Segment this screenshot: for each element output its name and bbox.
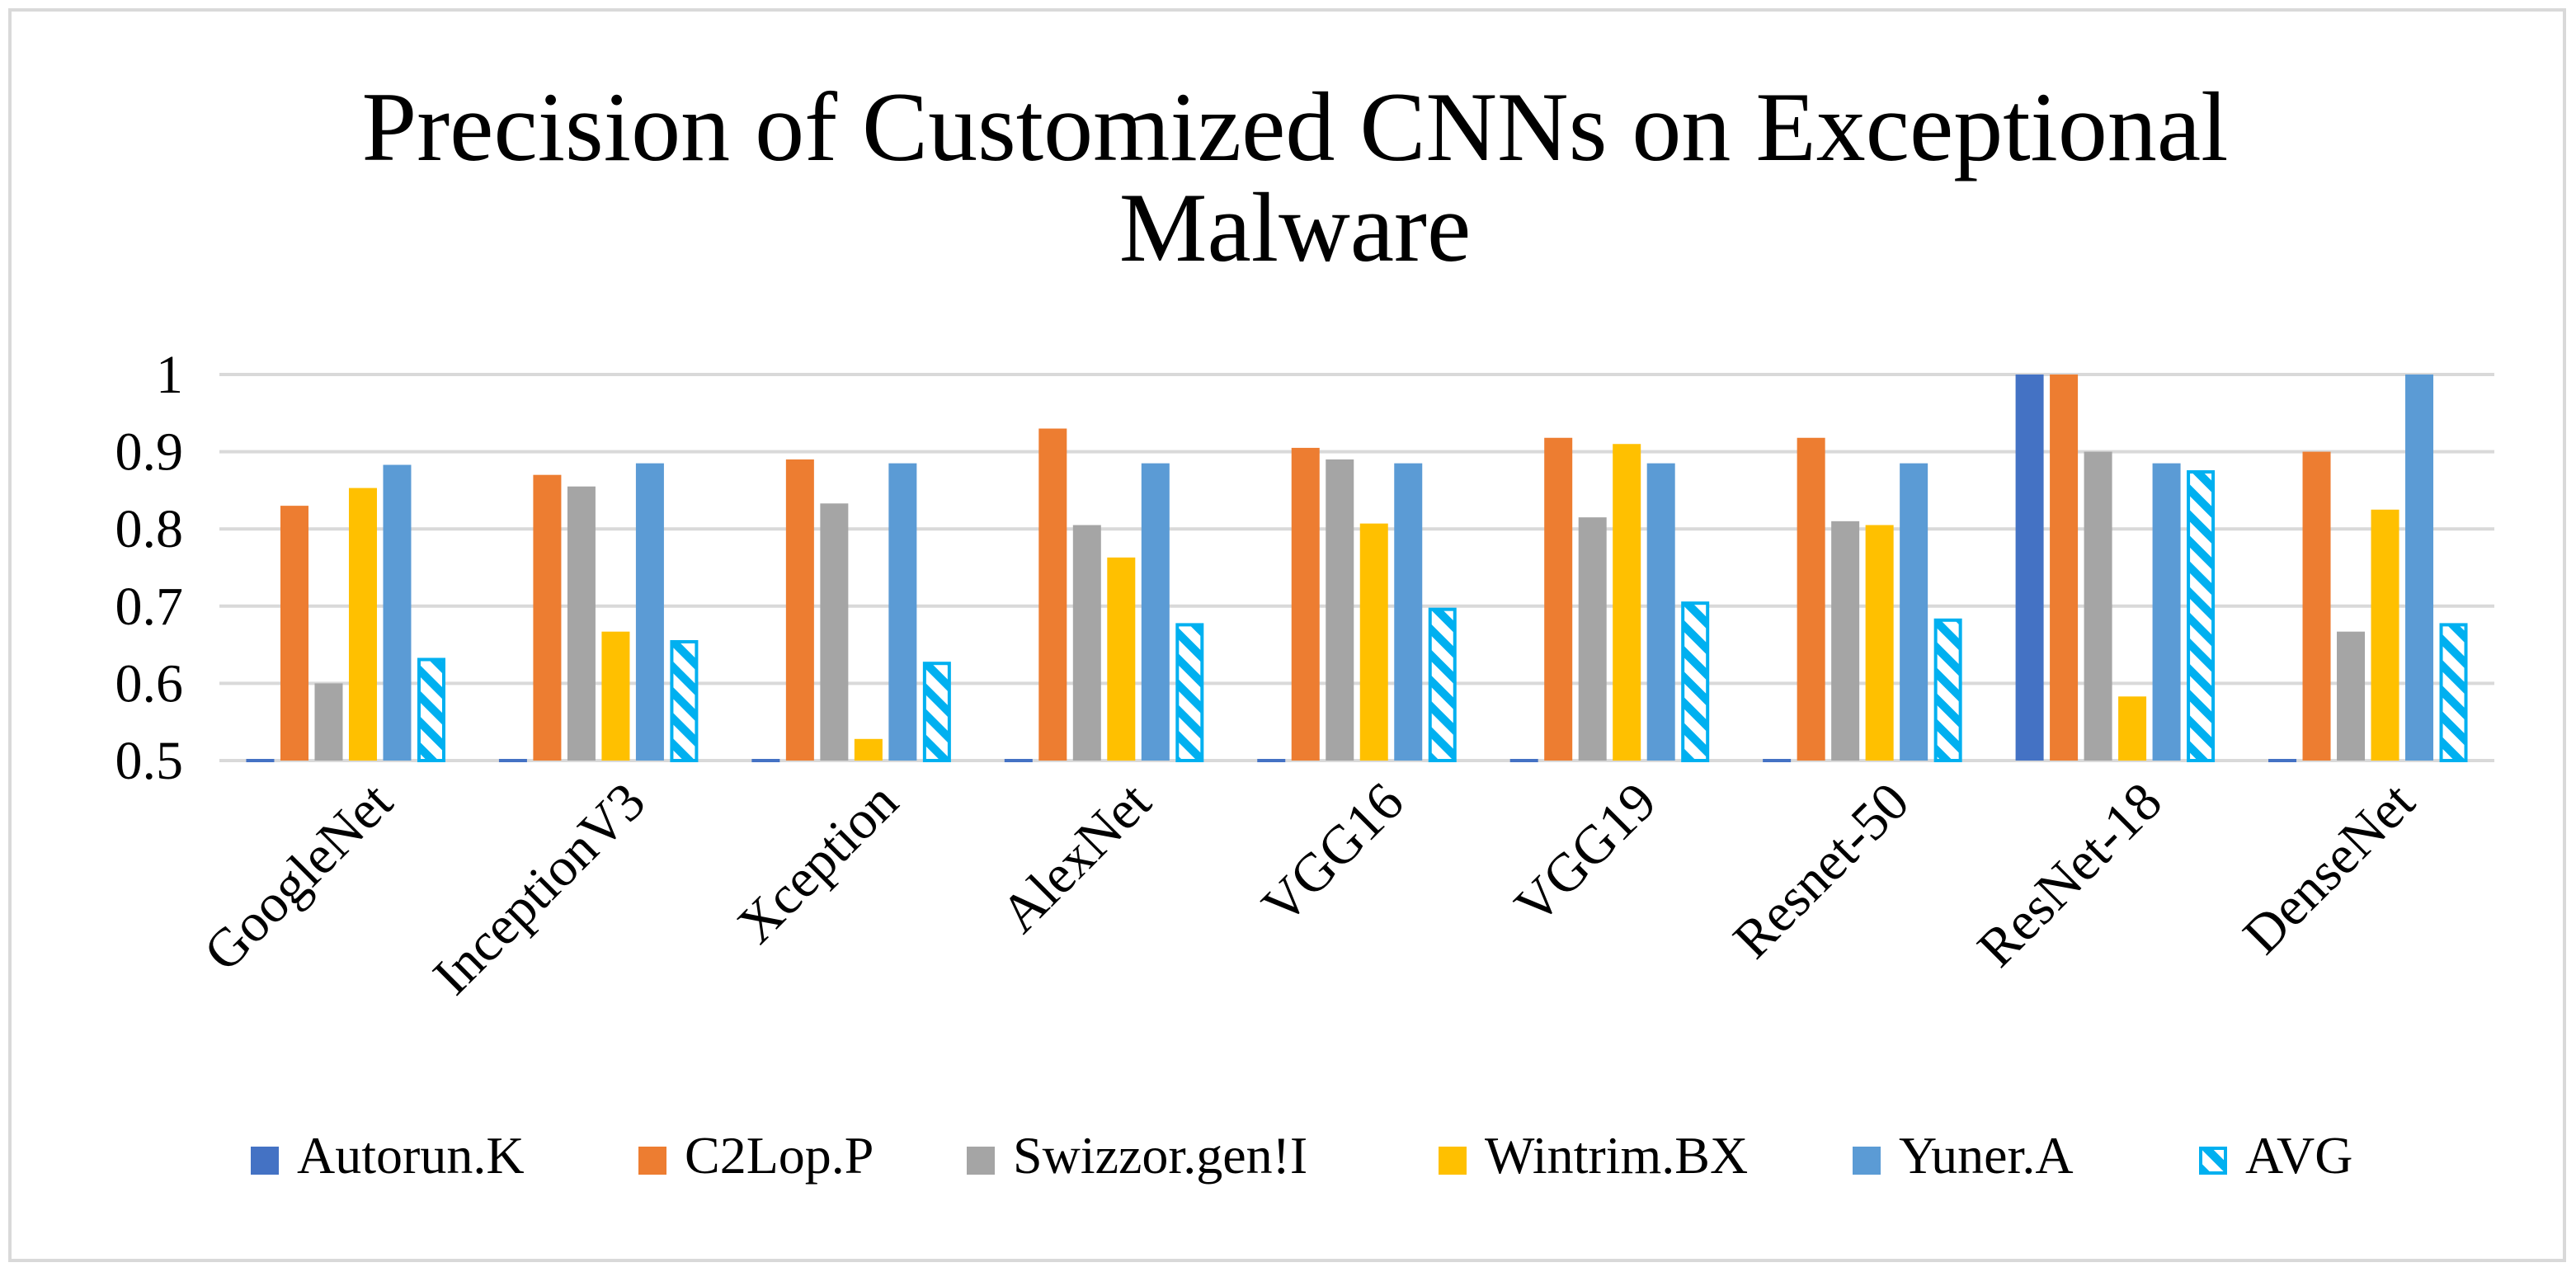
chart-title: Precision of Customized CNNs on Exceptio… [361,72,2228,282]
x-tick-label: ResNet-18 [1966,771,2173,978]
bar-yuner-a-vgg16 [1394,463,1423,761]
y-axis-ticks: 0.5 0.6 0.7 0.8 0.9 1 [115,345,184,791]
x-tick-label: VGG16 [1250,771,1415,935]
bar-wintrim-bx-densenet [2371,509,2399,761]
bar-wintrim-bx-xception [854,738,883,761]
bar-autorun-k-resnet-50 [1763,759,1792,762]
bar-swizzor-gen-i-inceptionv3 [567,486,596,761]
legend-swatch [251,1147,279,1175]
bar-yuner-a-resnet-50 [1900,463,1928,761]
chart-svg: Precision of Customized CNNs on Exceptio… [115,72,2494,1185]
y-tick-label: 0.6 [115,653,184,714]
legend-label: Wintrim.BX [1485,1126,1748,1185]
chart-frame: Precision of Customized CNNs on Exceptio… [8,8,2566,1262]
y-tick-label: 1 [156,345,183,405]
legend-label: Swizzor.gen!I [1013,1126,1307,1185]
legend-swatch [1853,1147,1881,1175]
bar-avg-alexnet [1175,623,1204,763]
chart-title-line: Precision of Customized CNNs on Exceptio… [361,72,2228,181]
bar-wintrim-bx-vgg19 [1613,444,1641,761]
legend-item-c2lop-p: C2Lop.P [638,1126,874,1185]
bar-c2lop-p-densenet [2302,451,2331,761]
bar-avg-resnet-50 [1933,618,1962,762]
legend-item-wintrim-bx: Wintrim.BX [1439,1126,1748,1185]
x-tick-label: AlexNet [989,771,1162,945]
bar-autorun-k-inceptionv3 [498,759,527,762]
bar-avg-xception [922,662,951,763]
legend-label: AVG [2245,1126,2352,1185]
x-axis-ticks: GoogleNet InceptionV3 Xception AlexNet VGG16… [192,771,2426,1006]
bar-yuner-a-vgg19 [1646,463,1675,761]
bar-c2lop-p-xception [785,459,814,761]
bar-c2lop-p-resnet-50 [1797,437,1825,761]
bar-yuner-a-alexnet [1141,463,1170,761]
bar-avg-googlenet [417,657,445,763]
legend-label: C2Lop.P [685,1126,874,1185]
bar-avg-resnet-18 [2187,470,2216,763]
x-tick-label: VGG19 [1504,771,1668,935]
legend-label: Yuner.A [1899,1126,2074,1185]
bar-swizzor-gen-i-vgg16 [1326,459,1354,761]
bar-autorun-k-xception [751,759,780,762]
y-tick-label: 0.5 [115,731,184,791]
legend-swatch [1439,1147,1467,1175]
legend-item-avg: AVG [2199,1126,2352,1185]
y-tick-label: 0.9 [115,422,184,483]
bar-autorun-k-vgg19 [1509,759,1538,762]
bar-swizzor-gen-i-xception [820,503,849,761]
bar-swizzor-gen-i-resnet-18 [2084,451,2112,761]
bar-yuner-a-densenet [2405,375,2434,761]
x-tick-label: Resnet-50 [1722,771,1921,970]
bar-wintrim-bx-alexnet [1107,557,1136,761]
bar-wintrim-bx-vgg16 [1359,523,1388,761]
bar-c2lop-p-inceptionv3 [533,474,562,761]
bar-autorun-k-densenet [2268,759,2297,762]
x-tick-label: GoogleNet [192,771,403,982]
bar-c2lop-p-vgg16 [1291,447,1320,761]
bar-wintrim-bx-resnet-18 [2118,696,2147,761]
legend-swatch [638,1147,666,1175]
x-tick-label: Xception [726,771,910,955]
bar-wintrim-bx-googlenet [348,488,377,761]
bar-yuner-a-inceptionv3 [635,463,664,761]
legend-item-yuner-a: Yuner.A [1853,1126,2074,1185]
legend: Autorun.K C2Lop.P Swizzor.gen!I Wintrim.BX Y… [251,1126,2352,1185]
bar-c2lop-p-vgg19 [1544,437,1573,761]
bar-c2lop-p-googlenet [280,506,308,761]
y-tick-label: 0.8 [115,499,184,559]
bar-yuner-a-xception [888,463,917,761]
chart-title-line: Malware [1119,172,1471,282]
bars [246,375,2468,763]
legend-label: Autorun.K [297,1126,525,1185]
bar-swizzor-gen-i-alexnet [1072,525,1101,761]
bar-autorun-k-googlenet [246,759,275,762]
bar-c2lop-p-alexnet [1038,428,1067,761]
bar-autorun-k-vgg16 [1257,759,1286,762]
bar-swizzor-gen-i-vgg19 [1578,517,1607,761]
bar-autorun-k-resnet-18 [2015,375,2044,761]
bar-autorun-k-alexnet [1004,759,1033,762]
legend-swatch [967,1147,995,1175]
legend-swatch [2199,1147,2227,1175]
bar-swizzor-gen-i-resnet-50 [1831,521,1860,761]
bar-wintrim-bx-resnet-50 [1865,525,1894,761]
bar-avg-densenet [2439,623,2468,763]
bar-wintrim-bx-inceptionv3 [601,631,630,761]
bar-c2lop-p-resnet-18 [2050,375,2079,761]
gridlines [219,373,2494,762]
legend-item-autorun-k: Autorun.K [251,1126,525,1185]
bar-avg-vgg16 [1428,607,1457,762]
bar-swizzor-gen-i-googlenet [314,683,343,761]
x-tick-label: InceptionV3 [421,771,657,1006]
bar-yuner-a-googlenet [383,464,412,761]
x-tick-label: DenseNet [2232,771,2427,966]
y-tick-label: 0.7 [115,577,184,637]
bar-avg-inceptionv3 [670,639,699,763]
bar-avg-vgg19 [1681,601,1710,763]
legend-item-swizzor-gen-i: Swizzor.gen!I [967,1126,1307,1185]
bar-swizzor-gen-i-densenet [2337,631,2366,761]
bar-yuner-a-resnet-18 [2152,463,2181,761]
